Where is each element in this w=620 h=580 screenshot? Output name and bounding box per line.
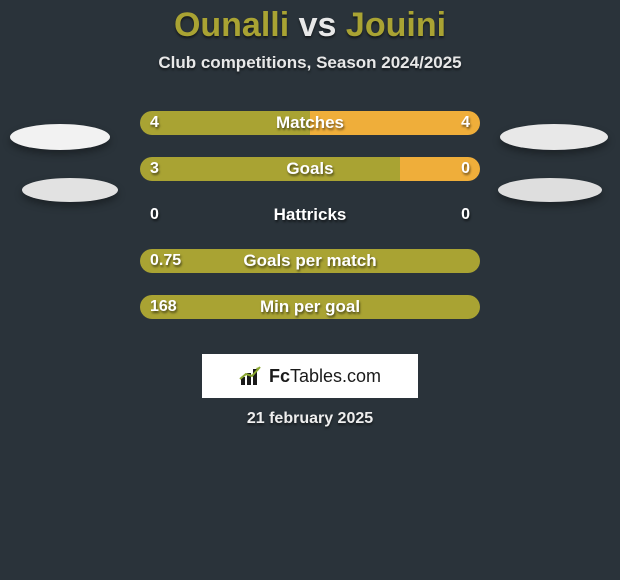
bar-left	[140, 295, 480, 319]
logo-suffix: Tables	[290, 366, 342, 386]
bar-right	[400, 157, 480, 181]
logo-prefix: Fc	[269, 366, 290, 386]
player-right-name: Jouini	[346, 6, 446, 44]
season-subtitle: Club competitions, Season 2024/2025	[0, 53, 620, 73]
bar-chart-icon	[239, 365, 265, 387]
bar-left	[140, 249, 480, 273]
bar-left	[140, 111, 310, 135]
stat-row: Goals30	[0, 155, 620, 183]
comparison-title: Ounalli vs Jouini	[0, 0, 620, 45]
stat-row: Hattricks00	[0, 201, 620, 229]
logo-inner: FcTables.com	[239, 365, 381, 387]
snapshot-date: 21 february 2025	[0, 410, 620, 428]
logo-text: FcTables.com	[269, 366, 381, 387]
bar-track	[140, 157, 480, 181]
bar-track	[140, 203, 480, 227]
logo-tld: .com	[342, 366, 381, 386]
player-left-name: Ounalli	[174, 6, 289, 44]
stat-row: Goals per match0.75	[0, 247, 620, 275]
bar-right	[310, 111, 480, 135]
bar-track	[140, 111, 480, 135]
fctables-logo[interactable]: FcTables.com	[202, 354, 418, 398]
bar-left	[140, 157, 400, 181]
bar-track	[140, 249, 480, 273]
stat-row: Matches44	[0, 109, 620, 137]
stats-chart: Matches44 Goals30 Hattricks00 Goals per mat…	[0, 109, 620, 321]
stat-row: Min per goal168	[0, 293, 620, 321]
vs-label: vs	[299, 6, 337, 44]
bar-track	[140, 295, 480, 319]
